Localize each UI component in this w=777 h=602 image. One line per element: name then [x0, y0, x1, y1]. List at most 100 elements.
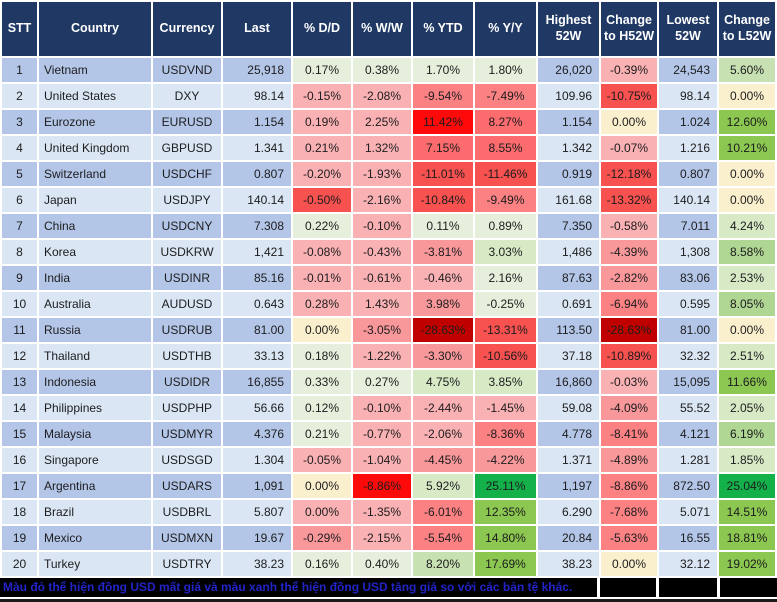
footer-bar-segment: Màu đỏ thể hiện đồng USD mất giá và màu …	[0, 578, 597, 597]
cell-lowest-52w: 1.216	[659, 136, 717, 160]
cell-lowest-52w: 0.807	[659, 162, 717, 186]
cell-pct-ww: -0.61%	[353, 266, 411, 290]
cell-pct-dd: 0.18%	[293, 344, 351, 368]
table-row: 12 Thailand USDTHB 33.13 0.18% -1.22% -3.30% -1…	[2, 344, 775, 368]
cell-pct-yy: -13.31%	[475, 318, 536, 342]
cell-highest-52w: 87.63	[538, 266, 599, 290]
cell-country: Eurozone	[39, 110, 151, 134]
cell-currency: USDMXN	[153, 526, 221, 550]
cell-pct-yy: -11.46%	[475, 162, 536, 186]
cell-last: 33.13	[223, 344, 291, 368]
cell-highest-52w: 7.350	[538, 214, 599, 238]
cell-pct-dd: -0.08%	[293, 240, 351, 264]
cell-change-to-l52w: 25.04%	[719, 474, 775, 498]
cell-highest-52w: 1.154	[538, 110, 599, 134]
cell-change-to-l52w: 18.81%	[719, 526, 775, 550]
cell-last: 7.308	[223, 214, 291, 238]
column-header-last: Last	[223, 2, 291, 56]
cell-last: 4.376	[223, 422, 291, 446]
cell-pct-yy: 25.11%	[475, 474, 536, 498]
cell-change-to-l52w: 0.00%	[719, 188, 775, 212]
bottom-edge-line	[0, 599, 777, 602]
cell-currency: USDPHP	[153, 396, 221, 420]
cell-pct-ytd: -0.46%	[413, 266, 473, 290]
table-row: 1 Vietnam USDVND 25,918 0.17% 0.38% 1.70% 1.80%…	[2, 58, 775, 82]
cell-lowest-52w: 872.50	[659, 474, 717, 498]
cell-pct-ww: -0.10%	[353, 214, 411, 238]
cell-pct-ww: -3.05%	[353, 318, 411, 342]
cell-country: India	[39, 266, 151, 290]
cell-stt: 15	[2, 422, 37, 446]
cell-pct-yy: 3.03%	[475, 240, 536, 264]
cell-currency: USDRUB	[153, 318, 221, 342]
cell-country: Mexico	[39, 526, 151, 550]
cell-last: 98.14	[223, 84, 291, 108]
cell-lowest-52w: 83.06	[659, 266, 717, 290]
cell-pct-yy: 3.85%	[475, 370, 536, 394]
cell-change-to-l52w: 10.21%	[719, 136, 775, 160]
cell-lowest-52w: 0.595	[659, 292, 717, 316]
cell-country: China	[39, 214, 151, 238]
cell-currency: USDARS	[153, 474, 221, 498]
cell-highest-52w: 1.371	[538, 448, 599, 472]
cell-pct-ytd: 3.98%	[413, 292, 473, 316]
table-row: 8 Korea USDKRW 1,421 -0.08% -0.43% -3.81% 3.03%…	[2, 240, 775, 264]
table-row: 20 Turkey USDTRY 38.23 0.16% 0.40% 8.20% 17.69%…	[2, 552, 775, 576]
cell-pct-ww: -1.22%	[353, 344, 411, 368]
cell-lowest-52w: 140.14	[659, 188, 717, 212]
cell-currency: GBPUSD	[153, 136, 221, 160]
cell-highest-52w: 16,860	[538, 370, 599, 394]
cell-change-to-l52w: 0.00%	[719, 162, 775, 186]
cell-pct-dd: 0.00%	[293, 474, 351, 498]
cell-pct-ww: -1.93%	[353, 162, 411, 186]
cell-pct-yy: 14.80%	[475, 526, 536, 550]
cell-pct-ytd: -2.44%	[413, 396, 473, 420]
cell-change-to-h52w: -0.07%	[601, 136, 657, 160]
cell-highest-52w: 1.342	[538, 136, 599, 160]
cell-pct-dd: 0.00%	[293, 500, 351, 524]
cell-pct-ww: 0.27%	[353, 370, 411, 394]
table-row: 17 Argentina USDARS 1,091 0.00% -8.86% 5.92% 25…	[2, 474, 775, 498]
cell-stt: 4	[2, 136, 37, 160]
cell-stt: 13	[2, 370, 37, 394]
cell-country: Korea	[39, 240, 151, 264]
footer-divider	[0, 597, 777, 599]
cell-change-to-h52w: -4.39%	[601, 240, 657, 264]
cell-stt: 19	[2, 526, 37, 550]
cell-country: Brazil	[39, 500, 151, 524]
cell-last: 56.66	[223, 396, 291, 420]
cell-pct-dd: -0.20%	[293, 162, 351, 186]
footer-bar-segment	[600, 578, 656, 597]
table-row: 18 Brazil USDBRL 5.807 0.00% -1.35% -6.01% 12.3…	[2, 500, 775, 524]
cell-last: 1,091	[223, 474, 291, 498]
cell-highest-52w: 37.18	[538, 344, 599, 368]
column-header-change-to-h52w: Change to H52W	[601, 2, 657, 56]
cell-pct-dd: -0.01%	[293, 266, 351, 290]
cell-pct-ww: -2.08%	[353, 84, 411, 108]
cell-pct-ytd: 4.75%	[413, 370, 473, 394]
cell-pct-dd: 0.16%	[293, 552, 351, 576]
cell-pct-yy: 2.16%	[475, 266, 536, 290]
cell-stt: 6	[2, 188, 37, 212]
cell-highest-52w: 26,020	[538, 58, 599, 82]
cell-pct-dd: 0.21%	[293, 422, 351, 446]
cell-currency: USDSGD	[153, 448, 221, 472]
cell-pct-yy: 1.80%	[475, 58, 536, 82]
cell-pct-ww: -8.86%	[353, 474, 411, 498]
cell-last: 25,918	[223, 58, 291, 82]
table-row: 14 Philippines USDPHP 56.66 0.12% -0.10% -2.44…	[2, 396, 775, 420]
cell-highest-52w: 20.84	[538, 526, 599, 550]
cell-lowest-52w: 98.14	[659, 84, 717, 108]
cell-highest-52w: 0.919	[538, 162, 599, 186]
cell-change-to-l52w: 0.00%	[719, 84, 775, 108]
cell-highest-52w: 4.778	[538, 422, 599, 446]
cell-last: 19.67	[223, 526, 291, 550]
cell-pct-ytd: -5.54%	[413, 526, 473, 550]
cell-currency: USDVND	[153, 58, 221, 82]
cell-last: 81.00	[223, 318, 291, 342]
cell-lowest-52w: 5.071	[659, 500, 717, 524]
cell-change-to-h52w: -4.09%	[601, 396, 657, 420]
cell-stt: 7	[2, 214, 37, 238]
cell-pct-dd: -0.15%	[293, 84, 351, 108]
